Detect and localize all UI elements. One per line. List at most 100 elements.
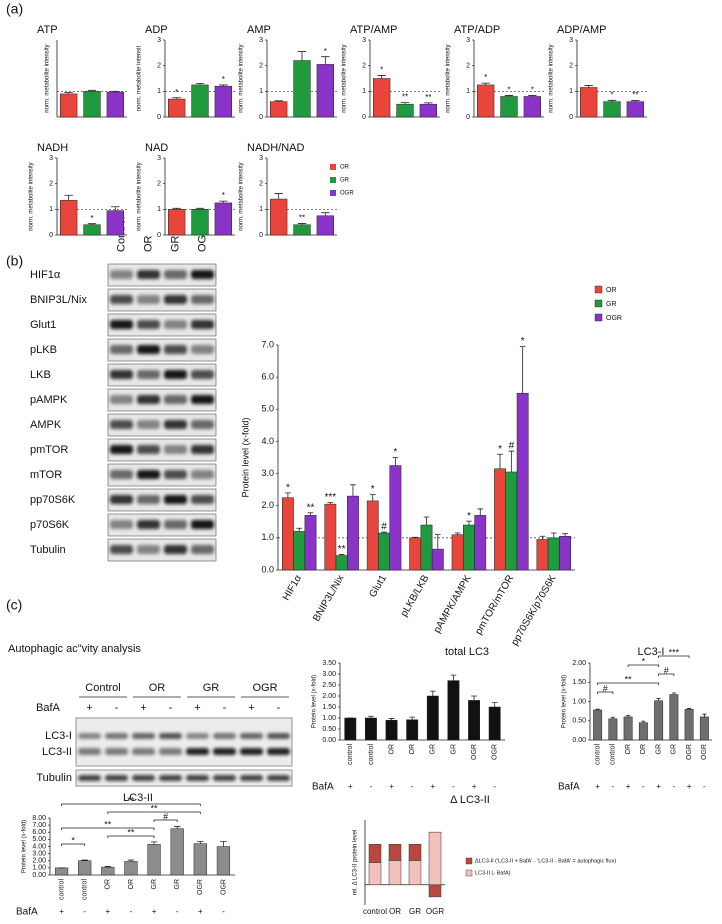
y-tick-label: 2: [259, 181, 263, 188]
chart-title: LC3-II: [123, 792, 153, 804]
bar: [654, 700, 664, 741]
chart-title: AMP: [247, 24, 271, 36]
bafa-sign: -: [493, 782, 496, 791]
bar: [431, 548, 444, 571]
bafa-sign: +: [59, 907, 64, 916]
error-bar: [381, 531, 387, 534]
error-bar: [450, 674, 457, 681]
bar: [500, 96, 518, 118]
error-bar: [81, 859, 88, 861]
y-tick-label: 0.50: [572, 718, 586, 725]
y-tick-label: 2: [157, 181, 161, 188]
blot-band: [240, 748, 263, 755]
bar-segment: [368, 862, 382, 886]
comparison-label: *: [71, 835, 75, 845]
blot-band: [164, 520, 187, 529]
y-tick-label: 4.0: [261, 436, 274, 446]
error-bar: [197, 841, 204, 844]
blot-band: [164, 320, 187, 329]
blot-band: [137, 370, 160, 379]
panel-label: (a): [6, 1, 23, 17]
chart-title: NAD: [145, 142, 168, 154]
blot-band: [267, 748, 290, 755]
bar: [426, 695, 439, 741]
error-bar: [307, 512, 314, 516]
bar-segment: [428, 831, 442, 886]
bafa-sign: +: [140, 702, 146, 714]
lane-label: OR: [142, 235, 154, 252]
x-tick-label: OGR: [701, 744, 708, 760]
bar: [669, 694, 679, 741]
error-bar: [195, 82, 205, 85]
blot-band: [137, 295, 160, 304]
comparison-bracket: [61, 803, 201, 806]
chart-title: ATP/ADP: [454, 24, 500, 36]
y-axis-label: norm. metabolite intensity: [137, 162, 143, 230]
group-label: OR: [149, 682, 166, 694]
x-tick-label: control: [363, 907, 387, 916]
y-tick-label: 3.0: [261, 468, 274, 478]
bar-segment: [388, 844, 402, 861]
bar: [603, 101, 621, 118]
x-tick-label: OGR: [220, 879, 227, 895]
y-axis-label: norm. metabolite intensity: [29, 162, 35, 230]
error-bar: [392, 457, 399, 466]
y-tick-label: 1: [49, 206, 53, 213]
y-tick-label: 3: [362, 37, 366, 44]
blot-band: [191, 320, 214, 329]
blot-band: [137, 345, 160, 354]
bar-segment: [408, 844, 422, 861]
y-tick-label: 3: [569, 37, 573, 44]
bafa-sign: +: [687, 782, 692, 791]
x-tick-label: GR: [409, 907, 421, 916]
bar: [451, 534, 464, 571]
bafa-sign: +: [595, 782, 600, 791]
bafa-sign: +: [248, 702, 254, 714]
error-bar: [424, 102, 433, 105]
x-tick-label: OR: [625, 744, 632, 755]
significance-label: *: [467, 511, 471, 522]
y-axis-label: Protein level (x-fold): [22, 820, 28, 873]
comparison-bracket: [658, 655, 690, 658]
bafa-sign: +: [656, 782, 661, 791]
y-tick-label: 1: [259, 206, 263, 213]
error-bar: [466, 520, 472, 525]
bafa-sign: -: [642, 782, 645, 791]
x-tick-label: GR: [151, 879, 158, 890]
error-bar: [412, 536, 419, 538]
error-bar: [104, 866, 111, 868]
blot-band: [110, 270, 133, 279]
blot-band: [105, 775, 128, 781]
bar: [547, 537, 560, 571]
bar: [170, 828, 184, 876]
error-bar: [274, 100, 283, 102]
blot-band: [191, 545, 214, 554]
error-bar: [111, 206, 120, 211]
blot-band: [191, 420, 214, 429]
blot-row-label: BNIP3L/Nix: [30, 294, 87, 306]
x-tick-label: OR: [409, 744, 416, 755]
bar: [626, 101, 644, 118]
y-tick-label: 2.00: [322, 693, 336, 700]
bar: [191, 84, 209, 118]
significance-label: *: [222, 191, 225, 200]
y-tick-label: 6.00: [32, 829, 46, 836]
y-tick-label: 3.00: [32, 850, 46, 857]
chart-title: ATP: [37, 24, 58, 36]
legend-label: OGR: [606, 315, 622, 322]
significance-label: **: [402, 93, 408, 102]
bar: [516, 392, 529, 571]
bar: [54, 867, 69, 876]
significance-label: *: [324, 47, 327, 56]
bafa-sign: -: [83, 907, 86, 916]
y-tick-label: 3: [466, 37, 470, 44]
blot-band: [110, 370, 133, 379]
bafa-sign: +: [472, 782, 477, 791]
bafa-sign: -: [222, 907, 225, 916]
error-bar: [595, 708, 600, 710]
error-bar: [220, 841, 227, 847]
chart-title: total LC3: [445, 646, 489, 658]
blot-frame: [107, 463, 217, 487]
bar: [559, 536, 572, 571]
